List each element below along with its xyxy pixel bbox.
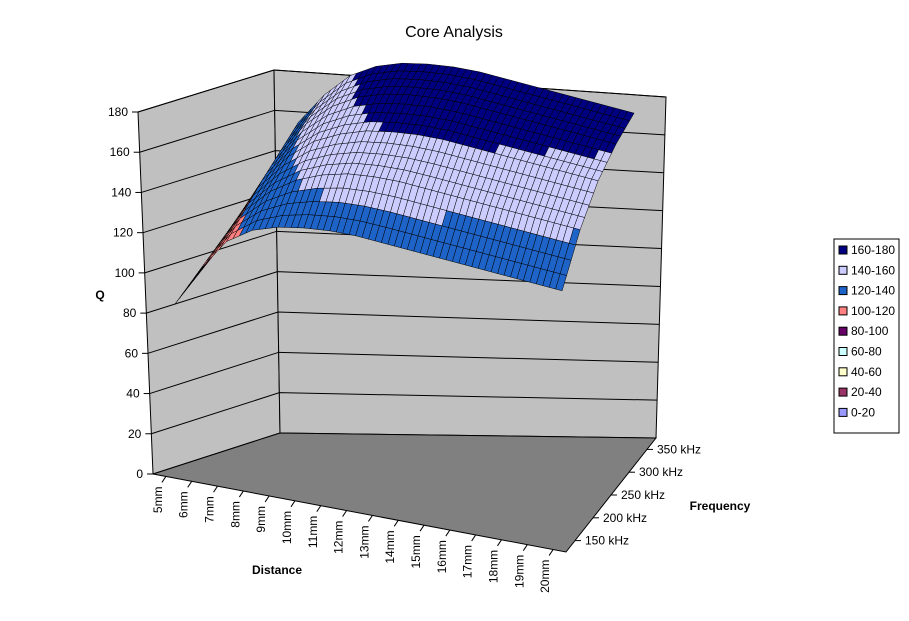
distance-tick-label: 19mm [512,555,526,588]
z-tick-label: 0 [136,467,143,481]
legend-swatch [838,286,848,296]
distance-tick-label: 16mm [435,540,449,573]
distance-tick-mark [497,539,502,547]
distance-tick-label: 8mm [228,501,242,528]
chart-title: Core Analysis [405,24,503,41]
distance-tick-mark [522,544,528,551]
z-axis-title: Q [95,288,104,302]
distance-axis-title: Distance [252,563,302,577]
legend-swatch [838,387,848,397]
z-tick-label: 100 [115,266,135,280]
distance-tick-label: 10mm [280,511,294,544]
legend-label: 60-80 [851,345,882,359]
z-tick-label: 80 [123,306,137,320]
legend-swatch [838,265,848,275]
distance-tick-mark [419,524,425,532]
frequency-tick-label: 200 kHz [603,511,647,525]
distance-tick-label: 6mm [177,491,191,518]
distance-tick-label: 20mm [538,560,552,593]
z-tick-label: 180 [108,105,128,119]
distance-tick-label: 13mm [357,525,371,558]
legend-swatch [838,326,848,336]
distance-tick-label: 17mm [461,545,475,578]
distance-tick-label: 12mm [332,521,346,554]
z-gridline [149,351,659,395]
distance-tick-mark [238,490,244,498]
distance-tick-label: 14mm [383,530,397,563]
distance-tick-label: 5mm [151,486,165,513]
legend-label: 100-120 [851,304,895,318]
legend-label: 80-100 [851,324,889,338]
distance-tick-mark [161,476,167,483]
frequency-tick-label: 300 kHz [639,465,683,479]
distance-tick-label: 15mm [409,535,423,568]
frequency-tick-label: 150 kHz [585,534,629,548]
z-tick-label: 20 [128,427,142,441]
distance-tick-mark [290,500,296,508]
surface-mesh [174,62,635,305]
z-gridline [151,392,658,435]
frequency-axis-title: Frequency [690,499,751,513]
legend-label: 120-140 [851,284,895,298]
legend-label: 40-60 [851,365,882,379]
distance-axis-ticks: 5mm 6mm 7mm 8mm 9mm 10mm 11mm 12mm 13mm 14mm 15mm 1… [151,476,554,593]
surface-cell [555,273,567,292]
distance-tick-mark [316,505,322,512]
legend-swatch [838,347,848,356]
distance-tick-mark [342,510,348,517]
distance-tick-label: 11mm [306,516,320,548]
floor [152,432,658,553]
z-tick-label: 40 [126,387,140,401]
legend-swatch [838,306,848,316]
z-gridline [147,311,660,354]
distance-tick-mark [213,485,218,493]
frequency-tick-label: 350 kHz [657,442,701,456]
legend-swatch [838,367,848,377]
distance-tick-mark [367,515,373,522]
frequency-axis-ticks: 150 kHz 200 kHz 250 kHz 300 kHz 350 kHz [575,442,701,548]
legend-swatch [838,407,848,417]
legend-label: 20-40 [851,385,882,399]
legend-label: 160-180 [851,243,895,257]
distance-tick-label: 9mm [254,506,268,533]
distance-tick-label: 7mm [203,496,217,523]
legend-swatch [838,245,848,255]
distance-tick-mark [264,495,270,503]
distance-tick-mark [445,529,451,537]
z-tick-label: 140 [111,185,131,199]
distance-tick-mark [187,481,193,488]
legend-label: 0-20 [851,405,875,419]
frequency-tick-label: 250 kHz [621,488,665,502]
z-axis-ticks: 0 20 40 60 80 100 120 140 160 180 [108,105,153,481]
legend-label: 140-160 [851,263,895,277]
z-tick-label: 160 [110,145,130,159]
distance-tick-mark [471,534,477,542]
legend: 160-180 140-160 120-140 100-120 80-100 60-80 4… [833,238,900,434]
distance-tick-label: 18mm [486,550,500,583]
distance-tick-mark [548,549,554,556]
distance-tick-mark [393,520,399,527]
z-tick-label: 60 [125,346,139,360]
z-tick-label: 120 [113,226,133,240]
